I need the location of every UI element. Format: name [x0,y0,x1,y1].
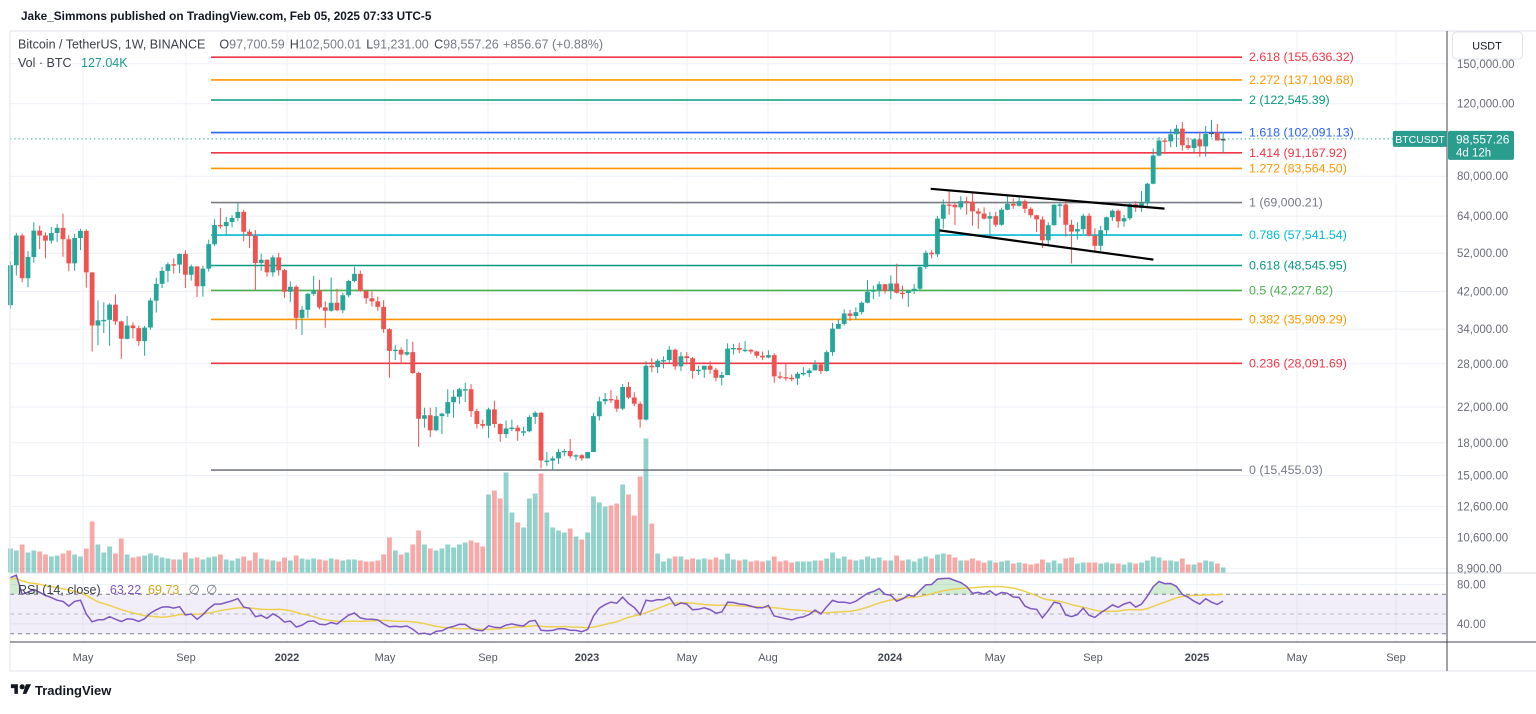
svg-text:0 (15,455.03): 0 (15,455.03) [1249,463,1323,477]
svg-text:8,900.00: 8,900.00 [1457,564,1502,576]
svg-text:34,000.00: 34,000.00 [1457,324,1508,336]
svg-text:10,600.00: 10,600.00 [1457,533,1508,545]
svg-text:Sep: Sep [1083,652,1103,664]
svg-text:L91,231.00: L91,231.00 [366,38,429,52]
svg-text:Bitcoin / TetherUS, 1W, BINANC: Bitcoin / TetherUS, 1W, BINANCE [18,38,205,52]
svg-text:150,000.00: 150,000.00 [1457,59,1515,71]
svg-text:∅: ∅ [189,582,200,597]
svg-text:Sep: Sep [478,652,498,664]
svg-text:0.236 (28,091.69): 0.236 (28,091.69) [1249,356,1347,370]
svg-text:May: May [1287,652,1308,664]
svg-text:C98,557.26: C98,557.26 [434,38,499,52]
svg-text:1.272 (83,564.50): 1.272 (83,564.50) [1249,161,1347,175]
svg-text:∅: ∅ [206,582,217,597]
svg-text:2022: 2022 [275,652,299,664]
svg-text:0.382 (35,909.29): 0.382 (35,909.29) [1249,312,1347,326]
svg-text:52,000.00: 52,000.00 [1457,248,1508,260]
svg-text:0.786 (57,541.54): 0.786 (57,541.54) [1249,228,1347,242]
svg-text:1 (69,000.21): 1 (69,000.21) [1249,196,1323,210]
svg-text:Sep: Sep [1386,652,1406,664]
svg-text:4d 12h: 4d 12h [1456,147,1491,159]
svg-text:Vol · BTC: Vol · BTC [18,56,72,70]
svg-text:80.00: 80.00 [1457,580,1486,592]
svg-text:May: May [73,652,94,664]
svg-text:2.618 (155,636.32): 2.618 (155,636.32) [1249,50,1354,64]
svg-text:Jake_Simmons published on Trad: Jake_Simmons published on TradingView.co… [21,9,432,23]
svg-text:40.00: 40.00 [1457,619,1486,631]
svg-text:1.414 (91,167.92): 1.414 (91,167.92) [1249,146,1347,160]
svg-text:O97,700.59: O97,700.59 [219,38,284,52]
svg-text:May: May [677,652,698,664]
svg-text:+856.67 (+0.88%): +856.67 (+0.88%) [503,38,603,52]
svg-text:2025: 2025 [1185,652,1209,664]
svg-text:2.272 (137,109.68): 2.272 (137,109.68) [1249,73,1354,87]
svg-text:USDT: USDT [1472,41,1502,53]
svg-text:May: May [985,652,1006,664]
svg-text:22,000.00: 22,000.00 [1457,402,1508,414]
svg-text:69.73: 69.73 [148,583,179,597]
svg-text:Sep: Sep [176,652,196,664]
svg-text:63.22: 63.22 [110,583,141,597]
svg-text:28,000.00: 28,000.00 [1457,359,1508,371]
svg-text:18,000.00: 18,000.00 [1457,438,1508,450]
svg-text:80,000.00: 80,000.00 [1457,171,1508,183]
svg-text:98,557.26: 98,557.26 [1456,132,1510,146]
svg-text:12,600.00: 12,600.00 [1457,502,1508,514]
svg-text:127.04K: 127.04K [81,56,128,70]
svg-text:2023: 2023 [575,652,599,664]
svg-text:0.618 (48,545.95): 0.618 (48,545.95) [1249,259,1347,273]
svg-text:1.618 (102,091.13): 1.618 (102,091.13) [1249,126,1354,140]
svg-text:TradingView: TradingView [35,683,112,698]
svg-text:2024: 2024 [878,652,903,664]
svg-text:RSI (14, close): RSI (14, close) [18,583,101,597]
svg-text:BTCUSDT: BTCUSDT [1395,134,1445,146]
svg-text:0.5 (42,227.62): 0.5 (42,227.62) [1249,283,1333,297]
svg-text:64,000.00: 64,000.00 [1457,211,1508,223]
svg-text:120,000.00: 120,000.00 [1457,99,1515,111]
svg-text:15,000.00: 15,000.00 [1457,470,1508,482]
svg-text:42,000.00: 42,000.00 [1457,286,1508,298]
svg-text:Aug: Aug [758,652,778,664]
svg-text:May: May [375,652,396,664]
svg-text:H102,500.01: H102,500.01 [290,38,362,52]
svg-text:2 (122,545.39): 2 (122,545.39) [1249,93,1330,107]
